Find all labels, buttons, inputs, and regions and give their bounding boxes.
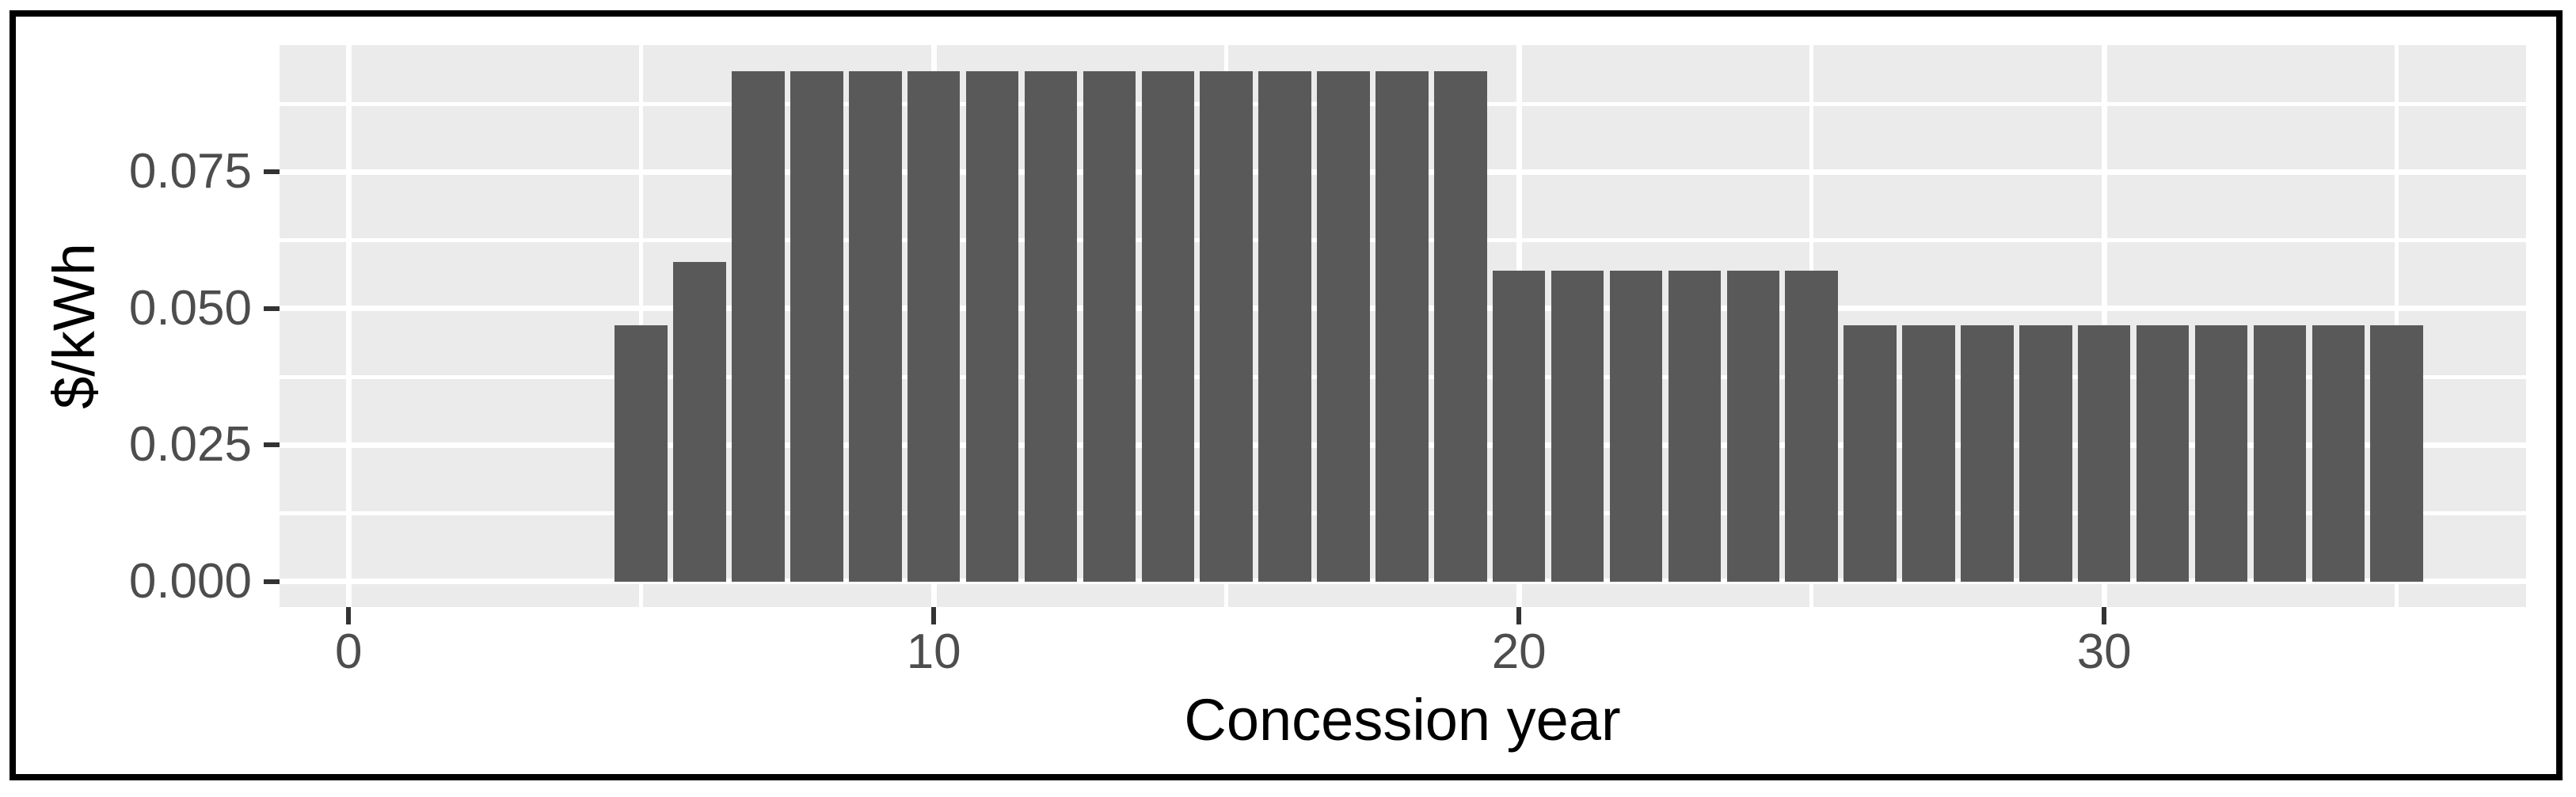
plot-panel — [280, 45, 2526, 607]
y-tick-label: 0.050 — [128, 280, 252, 336]
x-tick-mark — [346, 607, 352, 624]
x-tick-label: 30 — [2076, 624, 2132, 679]
bar — [673, 262, 726, 582]
bar — [1141, 70, 1195, 582]
bar — [1961, 324, 2014, 582]
bar — [965, 70, 1019, 582]
y-tick-mark — [264, 579, 280, 584]
bar — [1492, 270, 1546, 582]
x-axis-title: Concession year — [1184, 687, 1621, 753]
bar — [1024, 70, 1078, 582]
x-major-gridline — [345, 45, 352, 607]
bar — [2253, 324, 2307, 582]
y-tick-mark — [264, 306, 280, 311]
bar — [1551, 270, 1604, 582]
bar — [1200, 70, 1253, 582]
x-tick-mark — [2102, 607, 2107, 624]
bar — [2077, 324, 2131, 582]
bar — [2019, 324, 2072, 582]
bar — [732, 70, 785, 582]
bar — [2194, 324, 2248, 582]
x-tick-label: 20 — [1491, 624, 1547, 679]
bar — [1609, 270, 1663, 582]
bar — [1844, 324, 1897, 582]
bar — [1726, 270, 1780, 582]
y-tick-label: 0.025 — [128, 417, 252, 473]
bar — [790, 70, 843, 582]
bar — [1668, 270, 1722, 582]
y-axis-title: $/kWh — [41, 243, 107, 409]
bar — [2312, 324, 2365, 582]
bar — [907, 70, 961, 582]
y-tick-mark — [264, 169, 280, 175]
bar — [2136, 324, 2190, 582]
bar — [849, 70, 902, 582]
bar — [1258, 70, 1311, 582]
bar — [2370, 324, 2423, 582]
bar — [1434, 70, 1487, 582]
y-tick-label: 0.000 — [128, 553, 252, 609]
bar — [615, 324, 668, 582]
bar — [1376, 70, 1429, 582]
bar — [1902, 324, 1955, 582]
x-tick-label: 10 — [906, 624, 961, 679]
y-major-gridline — [280, 579, 2526, 585]
bar — [1785, 270, 1838, 582]
x-tick-mark — [931, 607, 937, 624]
x-tick-mark — [1516, 607, 1522, 624]
x-tick-label: 0 — [334, 624, 363, 679]
bar — [1317, 70, 1370, 582]
bar — [1083, 70, 1136, 582]
figure-border — [10, 10, 2563, 780]
y-tick-mark — [264, 442, 280, 448]
y-tick-label: 0.075 — [128, 144, 252, 199]
